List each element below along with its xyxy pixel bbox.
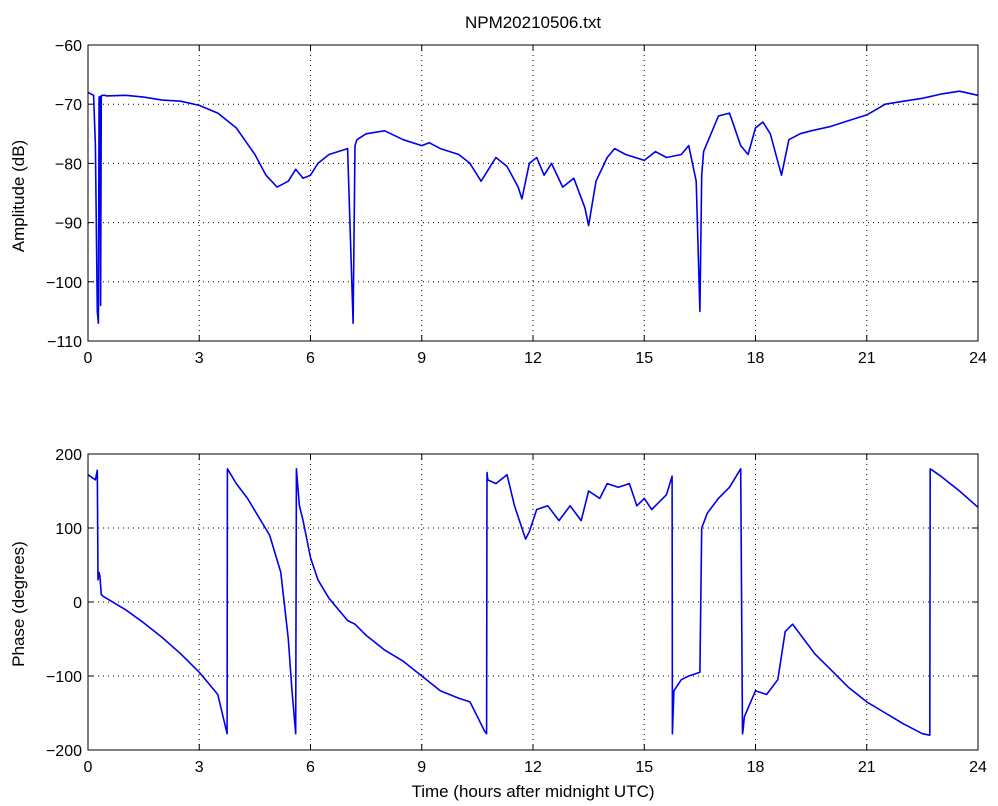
phase-x-tick-label: 18 [747, 759, 765, 776]
amplitude-x-tick-label: 24 [969, 350, 987, 367]
amplitude-y-tick-label: −100 [46, 275, 82, 292]
amplitude-series-line [87, 90, 979, 325]
phase-x-tick-label: 21 [858, 759, 876, 776]
amplitude-x-tick-label: 18 [747, 350, 765, 367]
chart-title: NPM20210506.txt [465, 13, 601, 32]
phase-y-tick-label: 0 [73, 595, 82, 612]
phase-panel: Time (hours after midnight UTC) Phase (d… [9, 447, 987, 801]
time-x-axis-label: Time (hours after midnight UTC) [411, 782, 654, 801]
amplitude-y-tick-label: −60 [55, 38, 82, 55]
amplitude-y-tick-label: −70 [55, 97, 82, 114]
phase-y-tick-label: 100 [55, 521, 82, 538]
amplitude-x-tick-label: 0 [84, 350, 93, 367]
phase-x-tick-label: 9 [417, 759, 426, 776]
phase-x-tick-label: 12 [524, 759, 542, 776]
amplitude-panel: NPM20210506.txt Amplitude (dB) 0 3 6 9 12 15 1… [9, 13, 987, 367]
phase-x-tick-label: 15 [635, 759, 653, 776]
amplitude-x-tick-label: 6 [306, 350, 315, 367]
phase-x-tick-label: 6 [306, 759, 315, 776]
amplitude-y-axis-label: Amplitude (dB) [9, 140, 28, 252]
amplitude-x-tick-label: 21 [858, 350, 876, 367]
amplitude-x-tick-label: 12 [524, 350, 542, 367]
phase-x-tick-label: 24 [969, 759, 987, 776]
phase-y-tick-label: −200 [46, 743, 82, 760]
phase-y-axis-label: Phase (degrees) [9, 541, 28, 667]
amplitude-x-tick-label: 3 [195, 350, 204, 367]
phase-x-tick-label: 3 [195, 759, 204, 776]
amplitude-y-tick-label: −90 [55, 216, 82, 233]
amplitude-y-tick-label: −110 [47, 334, 82, 351]
phase-series-line [87, 467, 979, 737]
phase-x-tick-label: 0 [84, 759, 93, 776]
phase-y-tick-label: 200 [55, 447, 82, 464]
amplitude-y-tick-label: −80 [55, 156, 82, 173]
amplitude-x-tick-label: 15 [635, 350, 653, 367]
phase-y-tick-label: −100 [46, 669, 82, 686]
amplitude-x-tick-label: 9 [417, 350, 426, 367]
